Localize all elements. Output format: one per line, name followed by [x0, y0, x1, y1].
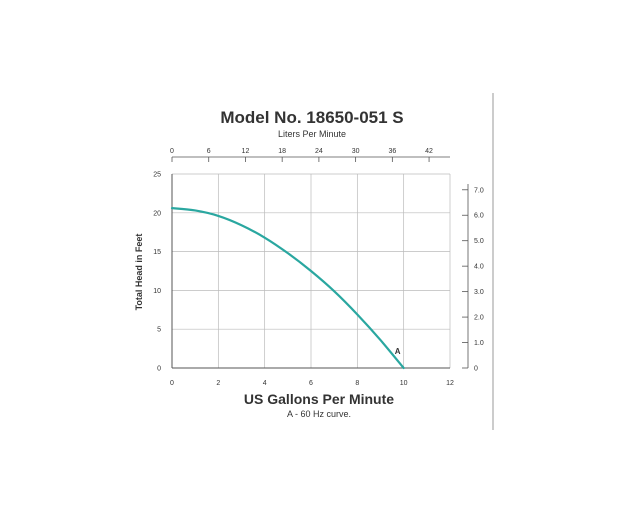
right-tick-label: 1.0 — [474, 340, 484, 347]
top-axis-label: Liters Per Minute — [278, 129, 346, 139]
curve-annotation: A — [395, 347, 401, 356]
top-tick-label: 18 — [278, 148, 286, 155]
right-tick-label: 4.0 — [474, 264, 484, 271]
y-tick-label: 5 — [157, 327, 161, 334]
right-tick-label: 5.0 — [474, 238, 484, 245]
top-tick-label: 24 — [315, 148, 323, 155]
chart-caption: A - 60 Hz curve. — [287, 409, 351, 419]
top-tick-label: 30 — [352, 148, 360, 155]
x-tick-label: 12 — [446, 380, 454, 387]
y-tick-label: 15 — [153, 249, 161, 256]
right-tick-label: 0 — [474, 366, 478, 373]
top-tick-label: 12 — [242, 148, 250, 155]
top-tick-label: 6 — [207, 148, 211, 155]
x-tick-label: 4 — [263, 380, 267, 387]
right-tick-label: 2.0 — [474, 315, 484, 322]
y-tick-label: 20 — [153, 210, 161, 217]
x-tick-label: 0 — [170, 380, 174, 387]
right-tick-label: 3.0 — [474, 289, 484, 296]
y-axis-label: Total Head in Feet — [134, 234, 144, 311]
right-tick-label: 6.0 — [474, 213, 484, 220]
y-tick-label: 25 — [153, 172, 161, 179]
top-tick-label: 0 — [170, 148, 174, 155]
x-axis-label: US Gallons Per Minute — [244, 391, 394, 407]
y-tick-label: 10 — [153, 288, 161, 295]
series-line-1 — [170, 207, 405, 370]
y-tick-label: 0 — [157, 366, 161, 373]
x-tick-label: 6 — [309, 380, 313, 387]
right-tick-label: 7.0 — [474, 187, 484, 194]
top-tick-label: 36 — [388, 148, 396, 155]
chart-title: Model No. 18650-051 S — [220, 108, 403, 127]
x-tick-label: 8 — [355, 380, 359, 387]
x-tick-label: 10 — [400, 380, 408, 387]
top-tick-label: 42 — [425, 148, 433, 155]
x-tick-label: 2 — [216, 380, 220, 387]
